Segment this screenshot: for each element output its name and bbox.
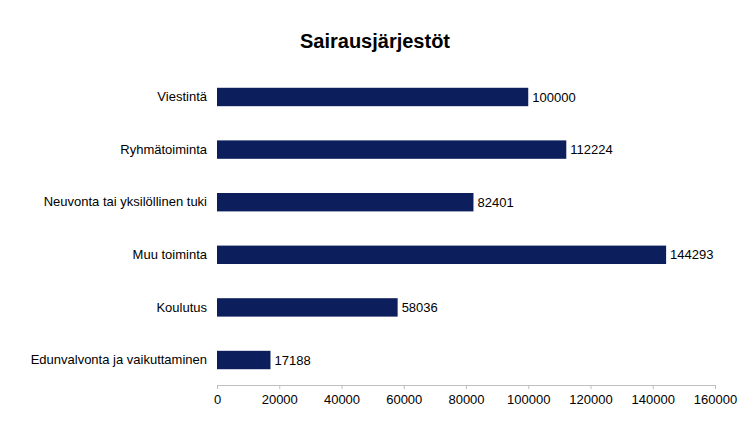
x-tick: 40000: [324, 385, 360, 407]
x-tick: 140000: [632, 385, 675, 407]
x-axis-line: [218, 386, 716, 390]
data-label: 100000: [532, 90, 575, 105]
x-tick-label: 40000: [324, 392, 360, 407]
x-tick-mark: [653, 385, 654, 389]
y-tick: Ryhmätoiminta: [120, 142, 207, 157]
x-tick-mark: [591, 385, 592, 389]
x-tick-label: 120000: [569, 392, 612, 407]
data-label: 144293: [670, 247, 713, 262]
y-tick: Koulutus: [156, 300, 207, 315]
y-tick-label: Koulutus: [156, 300, 207, 315]
x-tick-label: 60000: [386, 392, 422, 407]
data-label: 58036: [402, 300, 438, 315]
y-tick: Neuvonta tai yksilöllinen tuki: [44, 194, 207, 209]
x-tick-mark: [404, 385, 405, 389]
y-tick: Edunvalvonta ja vaikuttaminen: [31, 352, 207, 367]
bar: [217, 246, 666, 264]
x-tick: 160000: [694, 385, 737, 407]
x-tick-mark: [528, 385, 529, 389]
x-tick: 0: [214, 385, 221, 407]
x-tick: 80000: [448, 385, 484, 407]
bar: [217, 351, 270, 369]
data-label: 112224: [570, 142, 612, 157]
y-tick-label: Neuvonta tai yksilöllinen tuki: [44, 194, 207, 209]
x-tick-mark: [217, 385, 218, 389]
x-tick-mark: [342, 385, 343, 389]
x-tick-label: 140000: [632, 392, 675, 407]
x-tick: 20000: [262, 385, 298, 407]
x-tick-label: 20000: [262, 392, 298, 407]
bar: [217, 193, 473, 211]
y-tick: Viestintä: [157, 89, 207, 104]
x-tick-mark: [466, 385, 467, 389]
x-tick: 60000: [386, 385, 422, 407]
bar: [217, 88, 528, 106]
data-label: 82401: [477, 195, 513, 210]
bar: [217, 140, 566, 158]
bars: [217, 88, 666, 369]
x-tick-label: 160000: [694, 392, 737, 407]
x-tick: 100000: [507, 385, 550, 407]
data-labels: 100000 112224 82401 144293 58036 17188: [274, 90, 713, 368]
y-axis: Viestintä Ryhmätoiminta Neuvonta tai yksil…: [31, 89, 208, 367]
x-tick: 120000: [569, 385, 612, 407]
x-tick-mark: [279, 385, 280, 389]
y-tick: Muu toiminta: [133, 247, 208, 262]
data-label: 17188: [274, 353, 310, 368]
chart: Sairausjärjestöt 100000 112224 82401 144293 5…: [0, 0, 750, 436]
x-axis: 0 20000 40000 60000 80000 100000 120000 140000 1…: [214, 385, 737, 407]
y-tick-label: Muu toiminta: [133, 247, 208, 262]
title: Sairausjärjestöt: [300, 30, 450, 52]
x-tick-label: 0: [214, 392, 221, 407]
y-tick-label: Ryhmätoiminta: [120, 142, 207, 157]
x-tick-mark: [715, 385, 716, 389]
x-tick-label: 80000: [448, 392, 484, 407]
bar: [217, 298, 398, 316]
x-tick-label: 100000: [507, 392, 550, 407]
y-tick-label: Viestintä: [157, 89, 207, 104]
y-tick-label: Edunvalvonta ja vaikuttaminen: [31, 352, 207, 367]
